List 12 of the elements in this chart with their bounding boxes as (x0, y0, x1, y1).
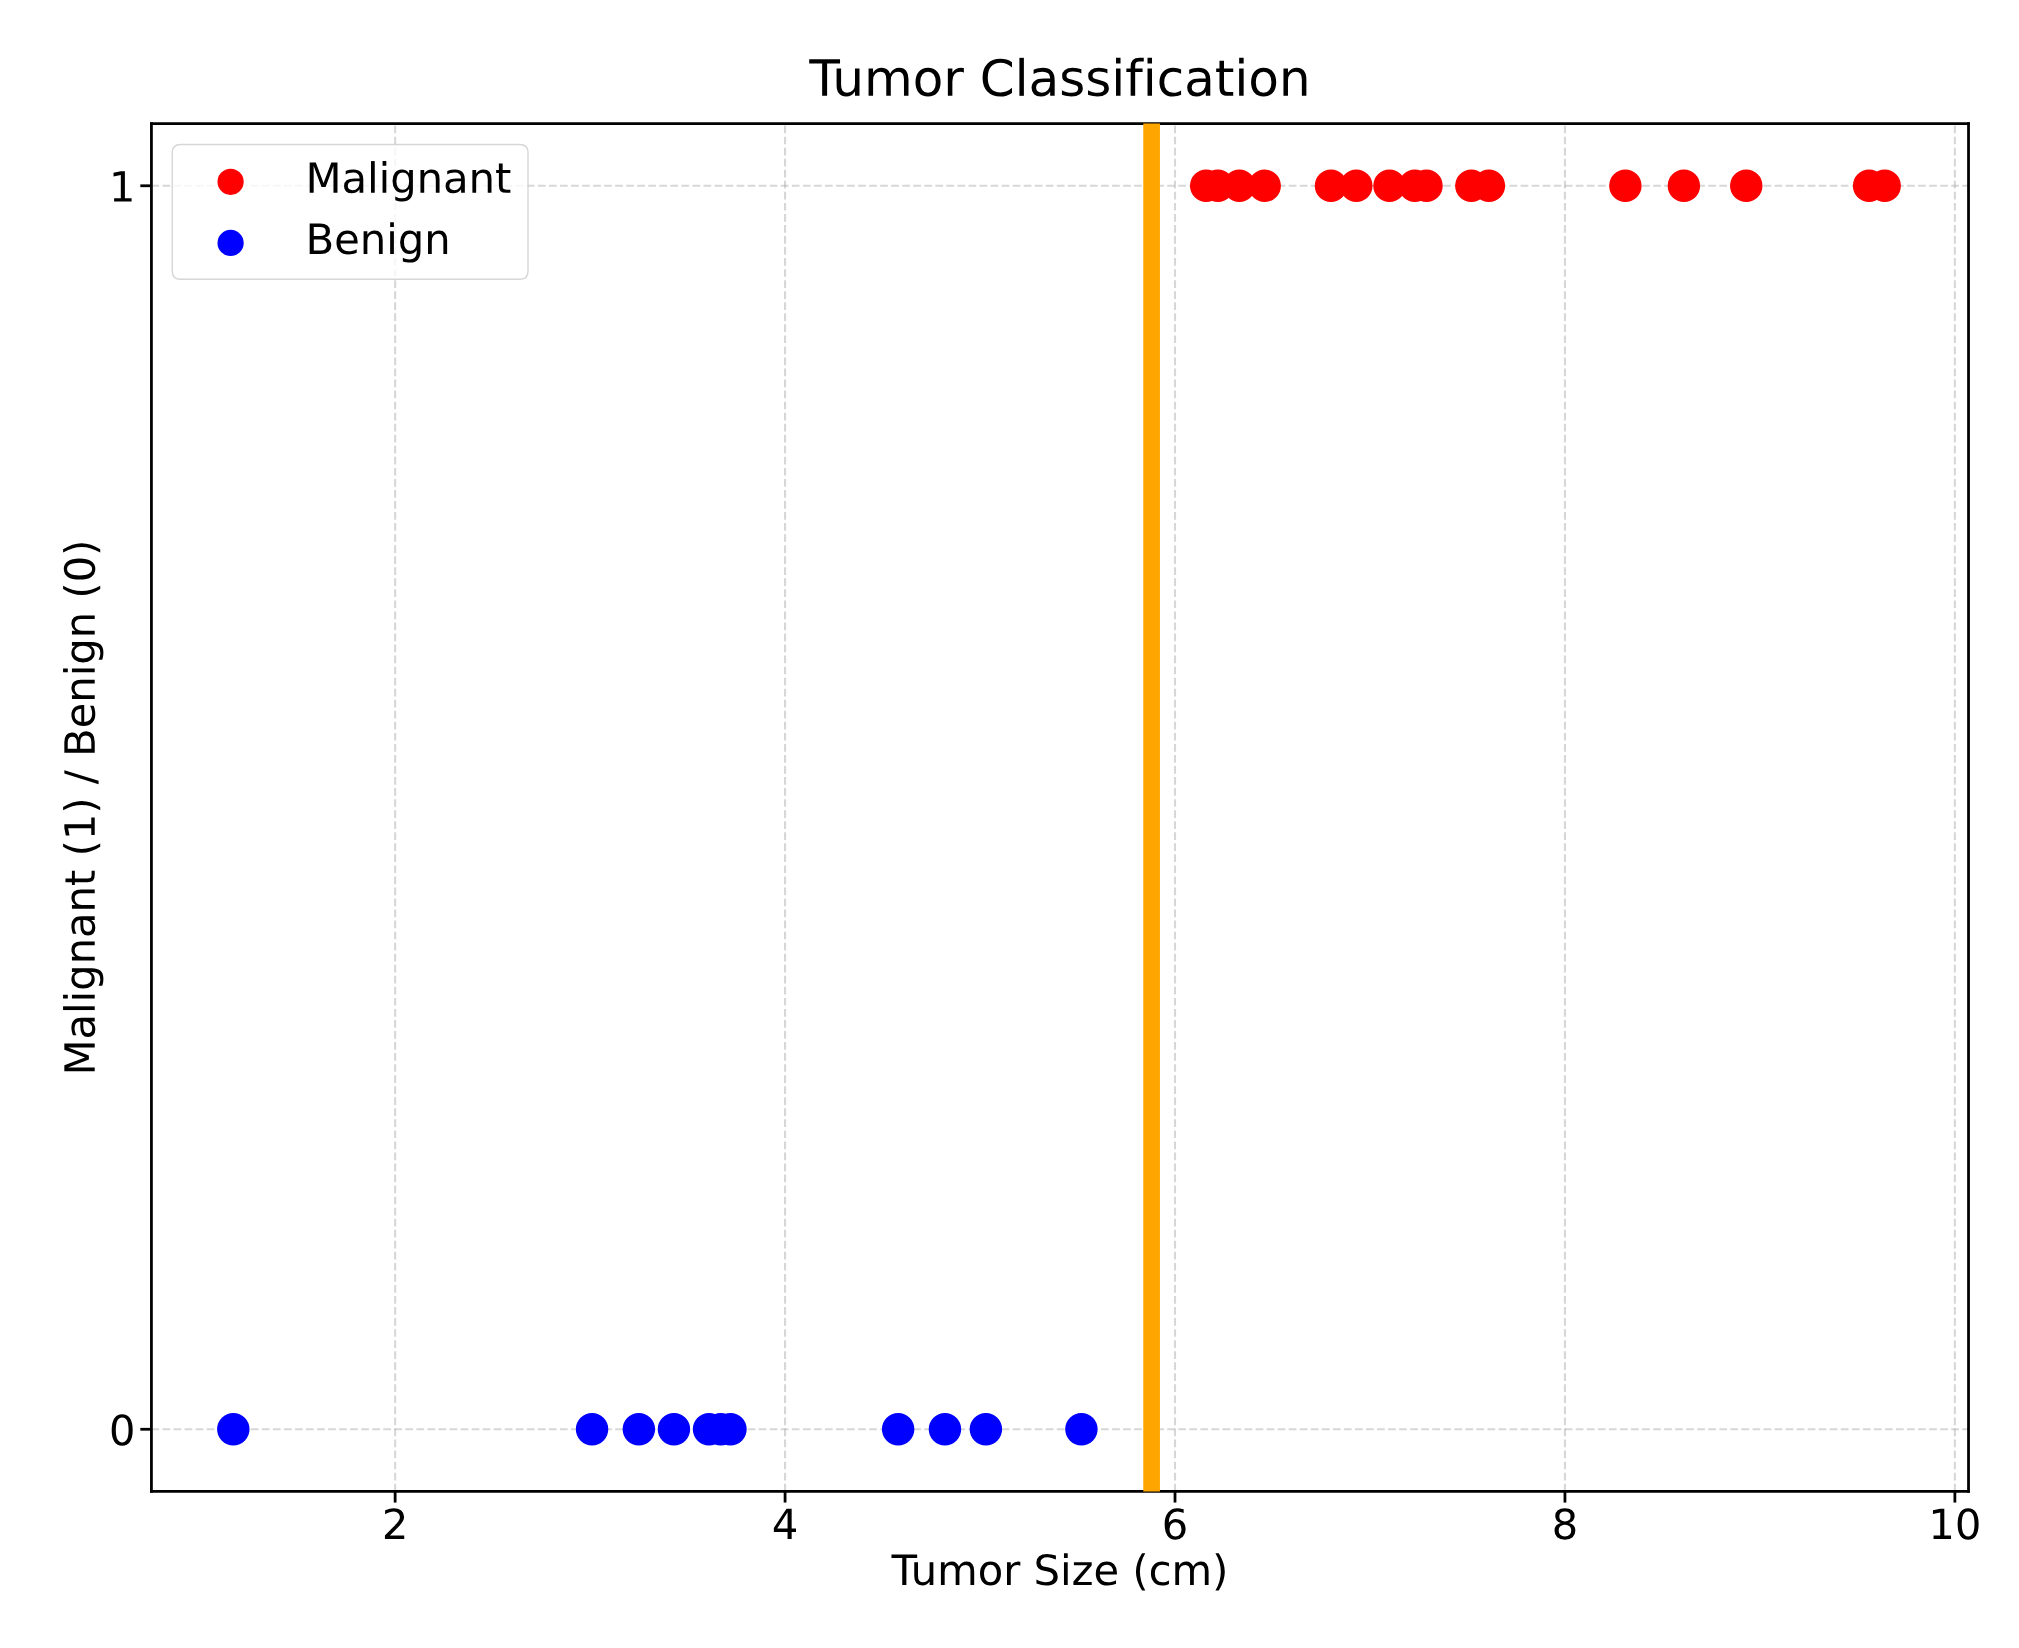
x-tick-label: 6 (1164, 1508, 1186, 1540)
chart-title: Tumor Classification (809, 57, 1307, 97)
y-axis-title: Malignant (1) / Benign (0) (63, 543, 104, 1072)
y-tick-label: 1 (113, 171, 132, 202)
x-tick-label: 2 (384, 1508, 405, 1540)
x-tick-label: 8 (1554, 1508, 1576, 1540)
y-tick-label: 0 (111, 1414, 133, 1446)
legend-label: Benign (309, 222, 448, 263)
x-tick-label: 10 (1932, 1508, 1979, 1540)
legend-label: Malignant (309, 161, 511, 202)
x-axis-title: Tumor Size (cm) (891, 1553, 1225, 1591)
x-tick-label: 4 (773, 1508, 796, 1540)
